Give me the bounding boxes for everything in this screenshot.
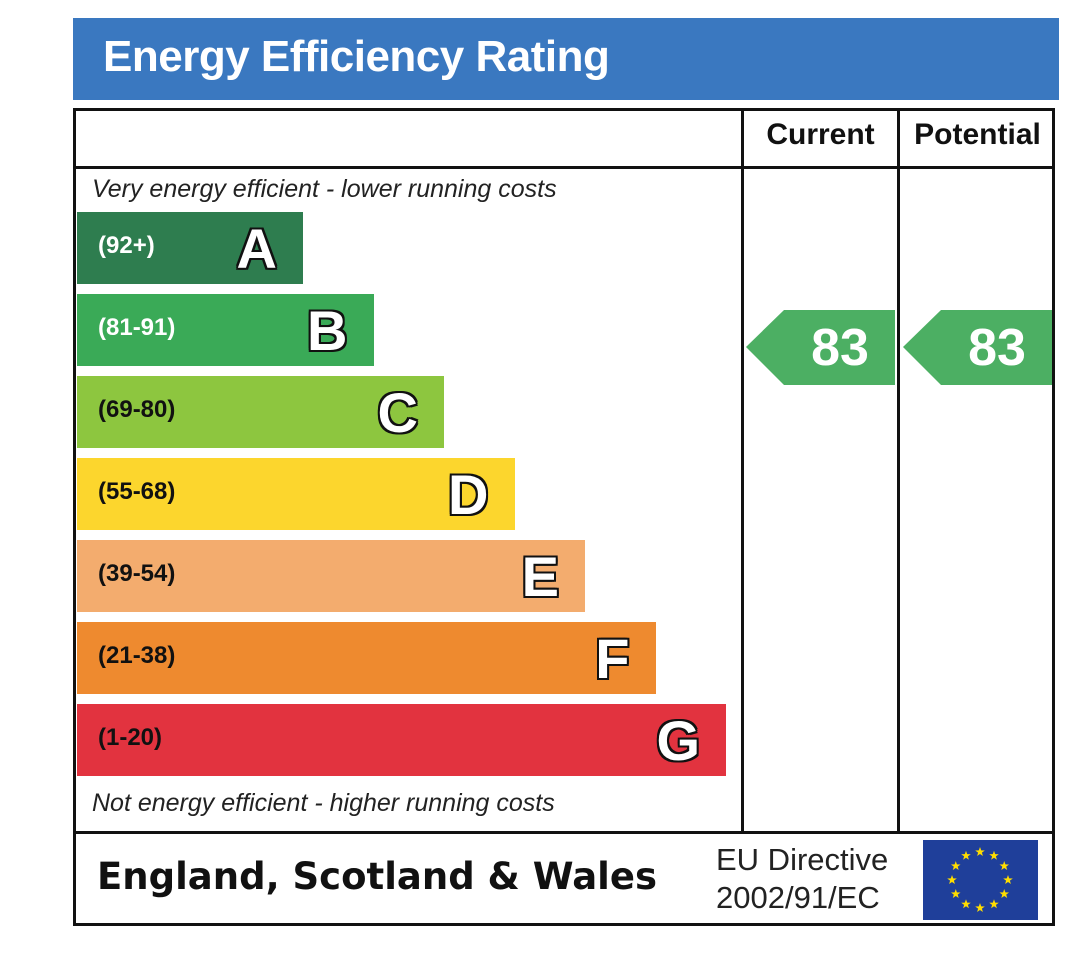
column-header-current: Current xyxy=(766,118,875,151)
band-letter: B xyxy=(307,299,348,362)
band-range-label: (21-38) xyxy=(98,642,176,669)
band-letter: A xyxy=(236,217,277,280)
eu-star-icon xyxy=(951,861,961,870)
eu-star-icon xyxy=(975,847,985,856)
eu-star-icon xyxy=(951,889,961,898)
footer-divider xyxy=(73,831,1055,834)
band-range-label: (81-91) xyxy=(98,314,176,341)
eu-star-icon xyxy=(999,861,1009,870)
band-letter: F xyxy=(595,627,630,690)
title-bar: Energy Efficiency Rating xyxy=(73,18,1059,100)
column-divider-potential xyxy=(897,108,900,834)
band-letter: C xyxy=(377,381,418,444)
arrow-shape xyxy=(746,310,895,385)
eu-star-icon xyxy=(947,875,957,884)
band-bar-a: (92+) A xyxy=(77,212,303,284)
eu-star-icon xyxy=(961,899,971,909)
band-range-label: (69-80) xyxy=(98,396,176,423)
eu-star-icon xyxy=(1003,875,1013,884)
band-range-label: (1-20) xyxy=(98,724,163,751)
eu-star-icon xyxy=(989,850,999,860)
column-header-potential: Potential xyxy=(914,118,1041,151)
bottom-note: Not energy efficient - higher running co… xyxy=(92,789,555,817)
eu-star-icon xyxy=(999,889,1009,898)
eu-star-icon xyxy=(989,899,999,909)
band-range-label: (92+) xyxy=(98,232,155,259)
band-letter: D xyxy=(448,463,489,526)
band-range-label: (39-54) xyxy=(98,560,176,587)
band-bar-c: (69-80) C xyxy=(77,376,444,448)
top-note: Very energy efficient - lower running co… xyxy=(92,175,557,203)
band-bar-f: (21-38) F xyxy=(77,622,656,694)
current-rating-arrow: 83 xyxy=(746,310,895,385)
band-letter: E xyxy=(521,545,559,608)
current-rating-value: 83 xyxy=(811,319,869,377)
band-bar-g: (1-20) G xyxy=(77,704,726,776)
directive-line-1: EU Directive xyxy=(716,842,889,877)
eu-star-icon xyxy=(975,903,985,912)
chart-title: Energy Efficiency Rating xyxy=(103,32,610,81)
arrow-shape xyxy=(903,310,1052,385)
band-letter: G xyxy=(656,709,700,772)
header-divider xyxy=(73,166,1055,169)
eu-star-icon xyxy=(961,850,971,860)
band-bar-b: (81-91) B xyxy=(77,294,374,366)
rating-table-frame xyxy=(73,108,1055,926)
potential-rating-value: 83 xyxy=(968,319,1026,377)
band-bar-d: (55-68) D xyxy=(77,458,515,530)
band-range-label: (55-68) xyxy=(98,478,176,505)
footer-country: England, Scotland & Wales xyxy=(97,855,657,898)
eu-flag-icon xyxy=(923,840,1038,920)
column-divider-current xyxy=(741,108,744,834)
potential-rating-arrow: 83 xyxy=(903,310,1052,385)
directive-line-2: 2002/91/EC xyxy=(716,880,880,915)
band-bar-e: (39-54) E xyxy=(77,540,585,612)
